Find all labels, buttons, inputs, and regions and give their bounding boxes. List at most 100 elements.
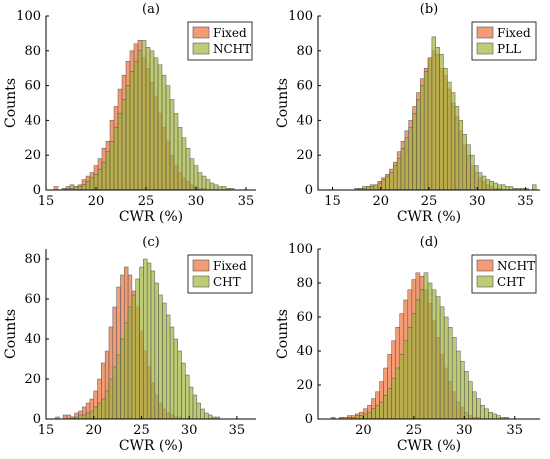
y-tick-label: 0	[305, 183, 313, 198]
histogram-bar	[153, 57, 159, 191]
histogram-bar	[460, 360, 465, 420]
y-tick-label: 60	[296, 310, 313, 325]
x-tick-label: 25	[406, 423, 423, 438]
y-tick-label: 80	[24, 44, 41, 59]
histogram-bar	[470, 154, 475, 191]
histogram-bar	[400, 147, 406, 191]
histogram-bar	[474, 165, 479, 191]
histogram-bar	[188, 386, 194, 420]
x-tick-label: 25	[138, 194, 155, 209]
y-tick-label: 0	[33, 412, 41, 427]
histogram-bar	[141, 40, 147, 191]
histogram-bar	[121, 99, 127, 191]
histogram-bar	[462, 134, 467, 191]
histogram-bar	[124, 322, 129, 420]
histogram-bar	[89, 177, 95, 191]
histogram-bar	[201, 175, 207, 191]
y-tick-label: 80	[24, 252, 41, 267]
histogram-bar	[117, 113, 123, 191]
histogram-bar	[505, 186, 510, 191]
histogram-bar	[497, 184, 502, 191]
histogram-bar	[82, 414, 87, 420]
histogram-bar	[466, 144, 471, 191]
histogram-bar	[209, 182, 215, 191]
histogram-bar	[192, 394, 198, 420]
histogram-bar	[177, 350, 182, 420]
y-tick-label: 20	[296, 378, 313, 393]
histogram-bar	[93, 406, 98, 420]
histogram-bar	[205, 179, 211, 191]
histogram-bar	[193, 165, 199, 191]
histogram-bar	[416, 99, 421, 191]
histogram-bar	[431, 289, 437, 420]
histogram-bar	[385, 175, 390, 191]
histogram-bar	[423, 272, 429, 420]
x-tick-label: 30	[188, 194, 205, 209]
histogram-bar	[431, 36, 437, 191]
histogram-bar	[464, 371, 469, 420]
histogram-bar	[169, 326, 175, 420]
histogram-bar	[78, 414, 83, 420]
legend-swatch	[476, 275, 494, 288]
histogram-bar	[185, 147, 191, 191]
x-axis-label: CWR (%)	[397, 438, 461, 454]
histogram-bar	[177, 127, 183, 191]
histogram-bar	[501, 184, 506, 191]
histogram-bar	[165, 85, 171, 191]
histogram-bar	[129, 71, 135, 191]
legend-label: Fixed	[213, 26, 247, 40]
histogram-bar	[139, 266, 144, 420]
x-tick-label: 25	[133, 423, 150, 438]
histogram-bar	[200, 408, 205, 420]
x-tick-label: 30	[469, 194, 486, 209]
histogram-bar	[492, 413, 497, 420]
histogram-bar	[185, 374, 190, 420]
x-tick-label: 30	[456, 423, 473, 438]
legend-swatch	[476, 42, 494, 55]
histogram-bar	[204, 412, 209, 420]
histogram-bar	[451, 337, 457, 420]
histogram-bar	[143, 258, 148, 420]
legend: Fixed NCHT	[187, 21, 253, 61]
y-axis-label: Counts	[3, 78, 19, 128]
histogram-bar	[113, 127, 119, 191]
y-axis-label: Counts	[3, 309, 19, 359]
histogram-bar	[493, 182, 498, 191]
histogram-bar	[454, 106, 460, 191]
histogram-bar	[439, 54, 444, 191]
histogram-bar	[162, 302, 167, 420]
histogram-bar	[408, 127, 413, 191]
histogram-bar	[104, 390, 110, 420]
histogram-bar	[447, 326, 453, 420]
legend-swatch	[192, 275, 210, 288]
histogram-bar	[120, 338, 125, 420]
y-tick-label: 80	[296, 44, 313, 59]
histogram-bar	[112, 366, 117, 420]
histogram-bar	[468, 381, 473, 420]
histogram-bar	[189, 158, 195, 191]
legend-label: Fixed	[497, 26, 531, 40]
x-tick-label: 20	[372, 194, 389, 209]
histogram-bar	[66, 414, 72, 420]
y-tick-label: 40	[24, 113, 41, 128]
histogram-bar	[439, 306, 445, 420]
histogram-bar	[154, 282, 159, 420]
legend-swatch	[476, 259, 494, 272]
histogram-bar	[166, 314, 171, 420]
legend-label: CHT	[497, 275, 525, 289]
histogram-bar	[387, 388, 392, 420]
panel-title: (c)	[142, 235, 159, 250]
histogram-bar	[393, 165, 398, 191]
x-tick-label: 35	[517, 194, 534, 209]
histogram-bar	[435, 296, 441, 420]
legend: Fixed CHT	[187, 254, 253, 294]
histogram-bar	[415, 299, 421, 420]
x-tick-label: 15	[38, 423, 55, 438]
histogram-bar	[472, 391, 477, 420]
histogram-bar	[407, 326, 413, 420]
histogram-bar	[450, 92, 456, 191]
histogram-bar	[411, 313, 417, 420]
histogram-bar	[367, 411, 372, 420]
histogram-bar	[435, 47, 440, 191]
